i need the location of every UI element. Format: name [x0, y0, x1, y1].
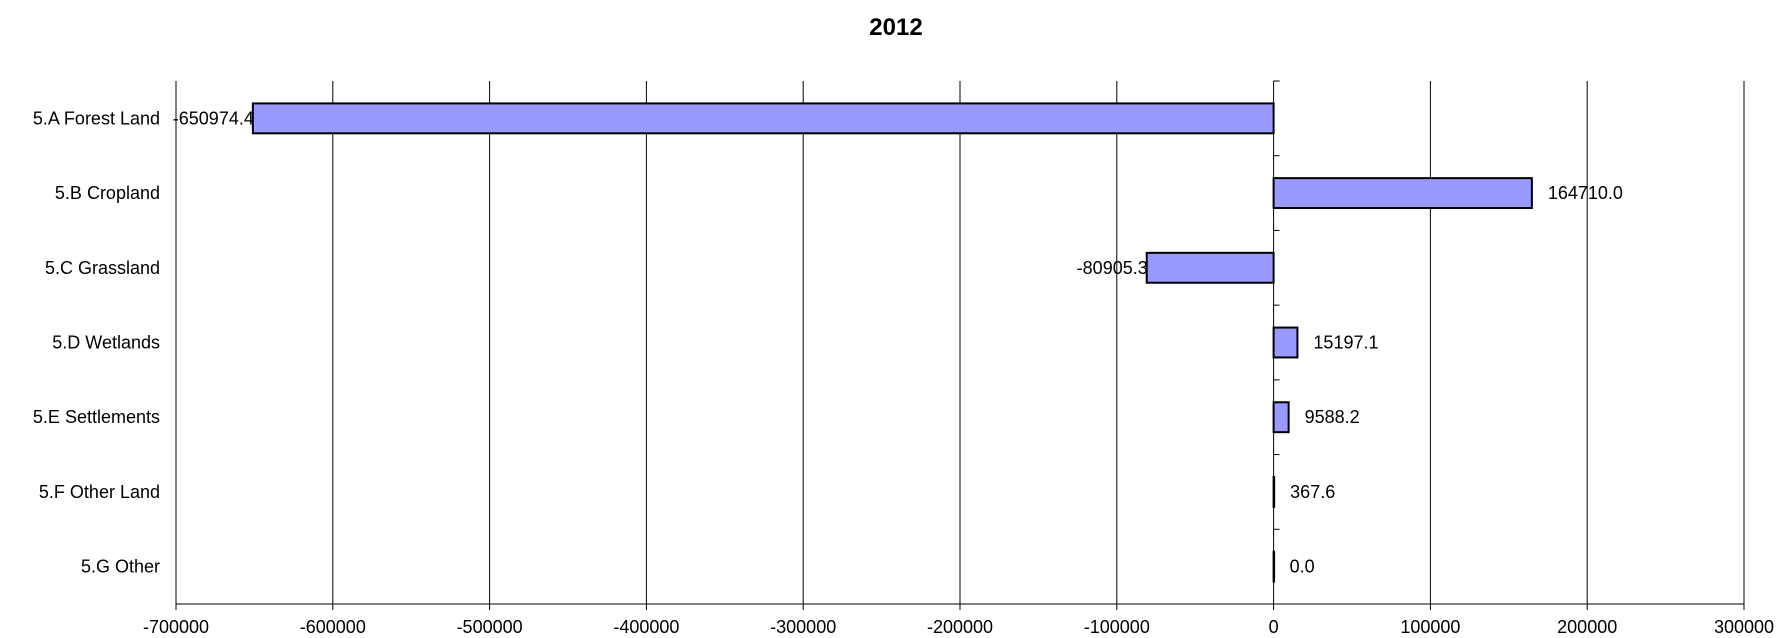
bar [251, 102, 1275, 135]
category-label: 5.B Cropland [55, 183, 160, 203]
data-label: 0.0 [1290, 557, 1315, 577]
x-tick-label: 200000 [1557, 617, 1617, 637]
category-label: 5.C Grassland [45, 258, 160, 278]
x-tick-label: -700000 [143, 617, 209, 637]
x-tick-label: -100000 [1084, 617, 1150, 637]
bar [1272, 177, 1533, 210]
category-label: 5.F Other Land [39, 482, 160, 502]
bar [1272, 401, 1290, 434]
x-tick-label: 0 [1269, 617, 1279, 637]
bar [1272, 475, 1276, 508]
x-tick-label: -400000 [613, 617, 679, 637]
category-label: 5.A Forest Land [33, 108, 160, 128]
x-tick-label: 100000 [1400, 617, 1460, 637]
x-tick-label: -600000 [300, 617, 366, 637]
x-tick-label: 300000 [1714, 617, 1774, 637]
data-label: 15197.1 [1313, 333, 1378, 353]
x-tick-label: -500000 [457, 617, 523, 637]
bar [1272, 326, 1299, 359]
data-label: -80905.3 [1077, 258, 1148, 278]
category-label: 5.G Other [81, 557, 160, 577]
x-tick-label: -300000 [770, 617, 836, 637]
data-label: 164710.0 [1548, 183, 1623, 203]
chart-title: 2012 [869, 14, 923, 41]
x-tick-label: -200000 [927, 617, 993, 637]
bar [1145, 251, 1275, 284]
category-label: 5.D Wetlands [52, 333, 160, 353]
category-label: 5.E Settlements [33, 407, 160, 427]
bar [1272, 550, 1276, 583]
data-label: 367.6 [1290, 482, 1335, 502]
data-label: -650974.4 [173, 108, 254, 128]
data-label: 9588.2 [1305, 407, 1360, 427]
